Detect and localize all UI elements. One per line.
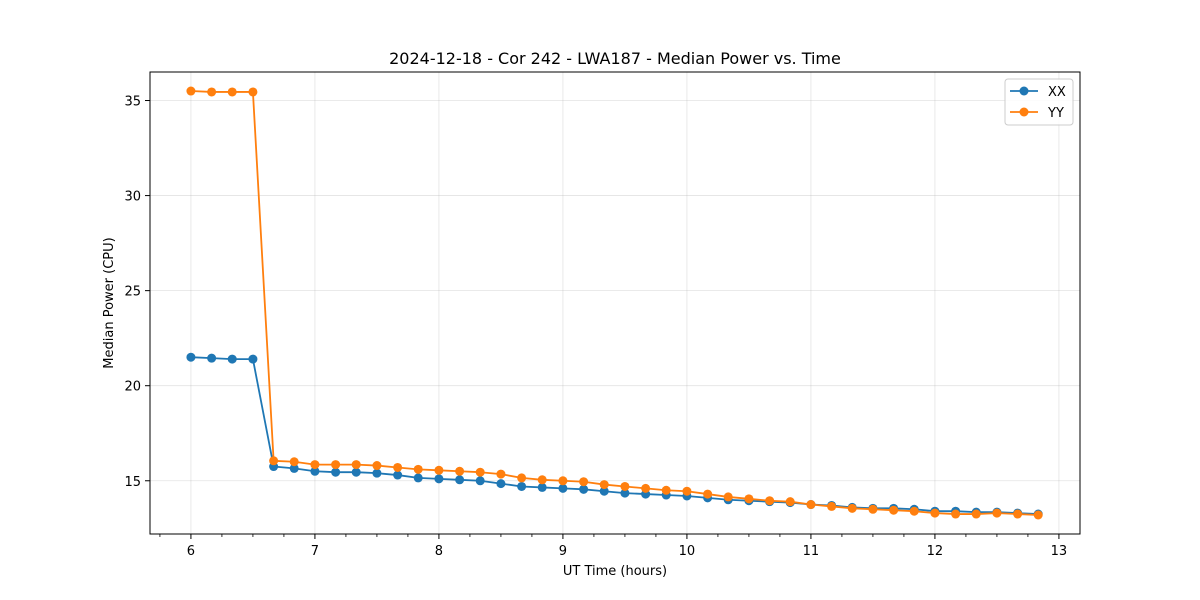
y-tick-label: 25 [124, 285, 141, 300]
legend-label-yy: YY [1047, 106, 1064, 121]
y-axis-label: Median Power (CPU) [102, 237, 117, 368]
data-point-xx [207, 353, 217, 363]
x-tick-label: 10 [679, 544, 696, 559]
data-point-yy [517, 473, 527, 483]
data-point-yy [289, 457, 299, 467]
data-point-yy [703, 489, 713, 499]
data-point-yy [331, 460, 341, 470]
data-point-yy [620, 481, 630, 491]
data-point-yy [537, 475, 547, 485]
x-tick-label: 13 [1051, 544, 1068, 559]
data-point-xx [496, 479, 506, 489]
series-layer [186, 86, 1043, 520]
legend-marker-xx [1019, 86, 1029, 96]
x-tick-label: 12 [927, 544, 944, 559]
data-point-yy [889, 505, 899, 515]
data-point-xx [393, 470, 403, 480]
data-point-xx [186, 352, 196, 362]
data-point-xx [331, 467, 341, 477]
data-point-yy [765, 496, 775, 506]
chart-title: 2024-12-18 - Cor 242 - LWA187 - Median P… [389, 49, 841, 68]
data-point-xx [579, 484, 589, 494]
data-point-yy [579, 477, 589, 487]
data-point-yy [992, 508, 1002, 518]
data-point-yy [413, 464, 423, 474]
data-point-xx [558, 483, 568, 493]
data-point-yy [1013, 509, 1023, 519]
series-yy [186, 86, 1043, 520]
data-point-yy [951, 509, 961, 519]
data-point-yy [558, 476, 568, 486]
data-point-yy [227, 87, 237, 97]
data-point-xx [413, 473, 423, 483]
data-point-xx [599, 486, 609, 496]
data-point-yy [909, 506, 919, 516]
data-point-xx [455, 475, 465, 485]
data-point-yy [723, 492, 733, 502]
x-tick-label: 8 [435, 544, 443, 559]
data-point-yy [971, 509, 981, 519]
x-tick-label: 6 [187, 544, 195, 559]
y-tick-label: 35 [124, 95, 141, 110]
x-axis-label: UT Time (hours) [563, 564, 667, 579]
data-point-yy [455, 466, 465, 476]
data-point-xx [517, 481, 527, 491]
data-point-xx [537, 482, 547, 492]
y-tick-label: 20 [124, 380, 141, 395]
legend-marker-yy [1019, 107, 1029, 117]
data-point-yy [827, 501, 837, 511]
data-point-xx [475, 476, 485, 486]
data-point-xx [289, 463, 299, 473]
data-point-yy [661, 485, 671, 495]
data-point-yy [744, 494, 754, 504]
data-point-yy [434, 465, 444, 475]
x-tick-label: 11 [803, 544, 820, 559]
data-point-yy [868, 504, 878, 514]
x-tick-label: 9 [559, 544, 567, 559]
data-point-yy [1033, 510, 1043, 520]
data-point-yy [351, 460, 361, 470]
data-point-yy [682, 486, 692, 496]
data-point-xx [351, 467, 361, 477]
data-point-xx [434, 474, 444, 484]
data-point-xx [248, 354, 258, 364]
data-point-yy [806, 500, 816, 510]
data-point-xx [620, 488, 630, 498]
data-point-yy [847, 503, 857, 513]
plot-area-frame [149, 71, 1081, 535]
data-point-yy [475, 467, 485, 477]
data-point-yy [372, 461, 382, 471]
series-line-xx [190, 356, 1039, 515]
legend-label-xx: XX [1048, 85, 1066, 100]
data-point-yy [269, 456, 279, 466]
data-point-yy [248, 87, 258, 97]
legend: XX YY [1004, 78, 1074, 126]
y-tick-label: 15 [124, 475, 141, 490]
grid-lines [150, 72, 1080, 534]
data-point-yy [496, 469, 506, 479]
data-point-xx [310, 466, 320, 476]
data-point-yy [785, 497, 795, 507]
data-point-yy [641, 483, 651, 493]
data-point-xx [227, 354, 237, 364]
data-point-yy [186, 86, 196, 96]
data-point-yy [930, 508, 940, 518]
x-axis: 6 7 8 9 10 11 12 13 [159, 534, 1068, 559]
series-line-yy [190, 90, 1039, 516]
data-point-yy [393, 462, 403, 472]
data-point-xx [372, 468, 382, 478]
y-tick-label: 30 [124, 190, 141, 205]
x-tick-label: 7 [311, 544, 319, 559]
data-point-yy [310, 460, 320, 470]
data-point-yy [599, 480, 609, 490]
y-axis: 15 20 25 30 35 [124, 95, 150, 490]
data-point-yy [207, 87, 217, 97]
